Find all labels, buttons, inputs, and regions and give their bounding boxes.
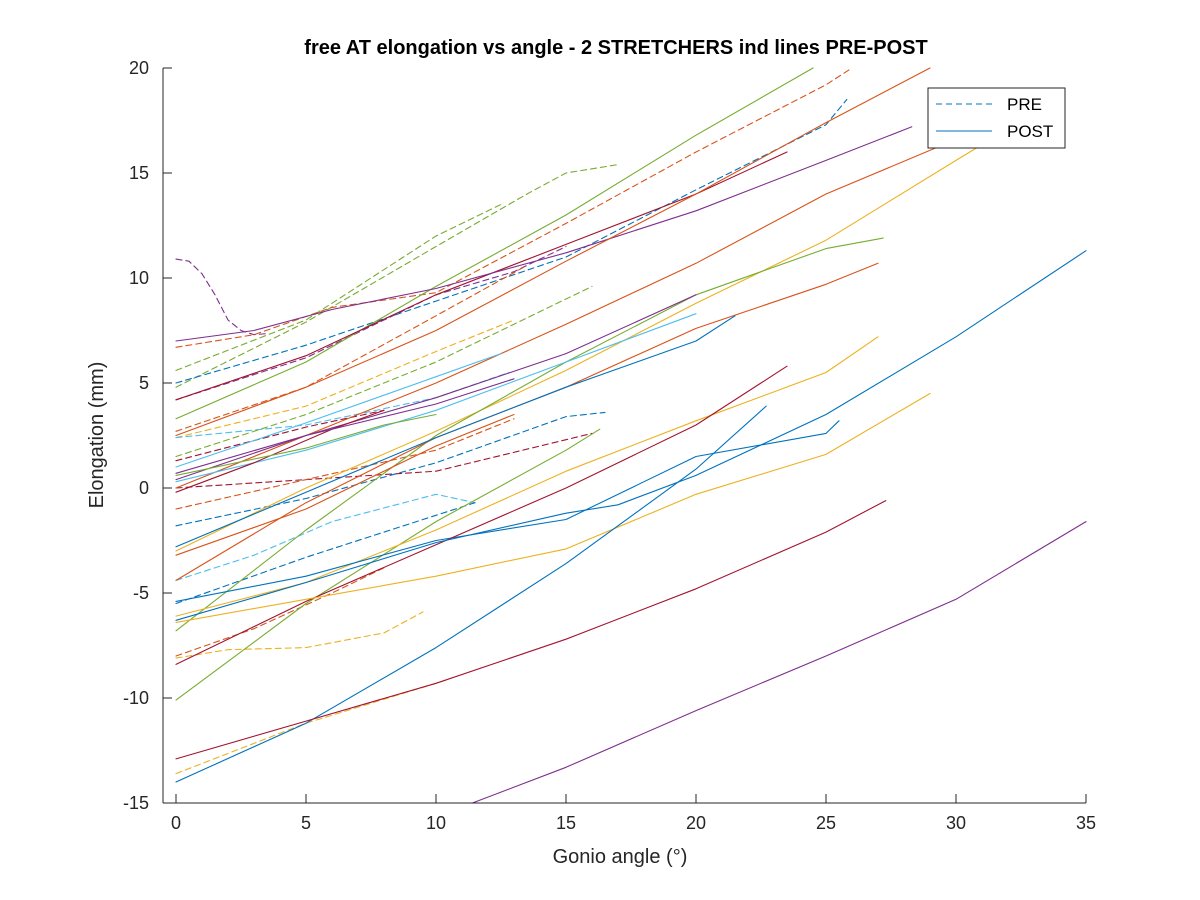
post-line-35 <box>175 413 515 556</box>
y-tick-label: -10 <box>123 688 149 708</box>
post-line-31 <box>175 315 736 548</box>
post-line-39 <box>175 392 931 623</box>
x-tick-label: 15 <box>556 813 576 833</box>
pre-line-1 <box>175 203 502 371</box>
x-tick-label: 0 <box>171 813 181 833</box>
legend: PRE POST <box>927 87 1066 149</box>
y-tick-label: -5 <box>133 583 149 603</box>
legend-box <box>927 87 1066 149</box>
y-tick-label: 0 <box>139 478 149 498</box>
x-tick-label: 10 <box>426 813 446 833</box>
pre-line-7 <box>175 319 515 439</box>
post-line-20 <box>175 151 788 401</box>
chart-title: free AT elongation vs angle - 2 STRETCHE… <box>304 37 927 59</box>
pre-line-16 <box>175 611 424 659</box>
x-tick-label: 35 <box>1076 813 1096 833</box>
x-tick-label: 5 <box>301 813 311 833</box>
pre-line-18 <box>175 567 385 657</box>
pre-line-11 <box>175 432 593 489</box>
y-tick-label: 15 <box>129 163 149 183</box>
pre-line-3 <box>175 67 853 348</box>
series-layer <box>175 67 1087 804</box>
x-tick-label: 25 <box>816 813 836 833</box>
post-line-30 <box>175 409 385 493</box>
y-axis-label: Elongation (mm) <box>86 362 108 509</box>
post-line-22 <box>175 67 931 437</box>
legend-label-pre: PRE <box>1007 95 1042 114</box>
legend-label-post: POST <box>1007 122 1053 141</box>
y-tick-label: 20 <box>129 58 149 78</box>
x-tick-label: 20 <box>686 813 706 833</box>
post-line-28 <box>175 313 697 483</box>
post-line-42 <box>175 500 887 760</box>
pre-line-2 <box>175 164 619 388</box>
post-line-34 <box>175 413 437 476</box>
post-line-21 <box>175 126 913 342</box>
pre-line-14 <box>175 493 476 581</box>
post-line-29 <box>175 353 502 468</box>
pre-line-10 <box>175 285 593 458</box>
axes-layer: 0 5 10 15 20 25 30 35 -15 -10 -5 0 5 10 15 20 <box>123 58 1096 833</box>
post-line-38 <box>175 365 788 665</box>
y-tick-label: 5 <box>139 373 149 393</box>
post-line-19 <box>175 67 814 420</box>
pre-line-4 <box>175 98 848 384</box>
y-tick-label: 10 <box>129 268 149 288</box>
post-line-43 <box>471 521 1087 804</box>
post-line-24 <box>175 140 988 552</box>
post-line-32 <box>175 378 515 474</box>
pre-line-15 <box>175 502 476 605</box>
pre-line-9 <box>175 409 385 462</box>
post-line-27 <box>175 294 697 481</box>
x-tick-label: 30 <box>946 813 966 833</box>
y-tick-label: -15 <box>123 793 149 813</box>
x-axis-label: Gonio angle (°) <box>553 846 688 868</box>
post-line-40 <box>175 250 1087 621</box>
pre-line-6 <box>175 264 528 432</box>
pre-line-0 <box>175 258 268 336</box>
post-line-41 <box>175 405 767 783</box>
post-line-33 <box>175 428 601 701</box>
post-line-37 <box>175 420 840 602</box>
